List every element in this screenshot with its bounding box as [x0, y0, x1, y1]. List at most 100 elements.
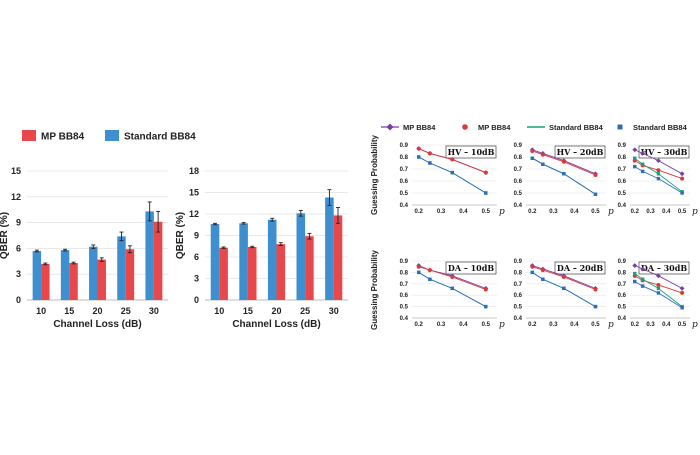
- bar-mp: [305, 236, 314, 300]
- point-marker: [484, 191, 488, 195]
- point-marker: [656, 291, 661, 295]
- bar-mp: [97, 259, 106, 300]
- panel-da-1: 0.4 0.5 0.6 0.7 0.8 0.9 0.2 0.3 0.4 0.5 p DA – 20dB: [514, 259, 614, 330]
- point-marker: [680, 191, 684, 195]
- bar-mp: [247, 246, 257, 300]
- point-marker: [633, 156, 637, 160]
- panel-title: HV – 20dB: [557, 147, 604, 157]
- bar-chart-legend: MP BB84 Standard BB84: [22, 130, 196, 143]
- point-marker: [427, 268, 432, 273]
- series-line: [418, 265, 486, 289]
- point-marker: [416, 264, 421, 269]
- y-tick-label: 0: [16, 295, 21, 305]
- bar-standard: [89, 246, 98, 300]
- point-marker: [632, 147, 638, 153]
- y-tick-label: 0.9: [514, 143, 523, 149]
- point-marker: [680, 290, 685, 295]
- legend-marker: [462, 124, 468, 130]
- y-tick-label: 0.5: [400, 191, 409, 197]
- x-axis-title: p: [608, 207, 614, 217]
- y-tick-label: 6: [194, 252, 199, 262]
- x-tick-label: 0.2: [415, 209, 424, 215]
- bar-mp: [333, 215, 343, 300]
- series-line: [634, 166, 683, 194]
- series-line: [532, 150, 596, 176]
- y-tick-label: 3: [16, 269, 21, 279]
- x-tick-label: 0.5: [591, 322, 600, 328]
- y-tick-label: 15: [189, 188, 199, 198]
- y-tick-label: 0.7: [618, 282, 627, 288]
- y-tick-label: 18: [189, 166, 199, 176]
- legend-marker: [617, 124, 623, 130]
- x-tick-label: 0.2: [631, 209, 640, 215]
- y-tick-label: 0.6: [400, 179, 409, 185]
- line-grid-legend: MP BB84 MP BB84 Standard BB84 Standard BB84: [381, 123, 688, 132]
- y-tick-label: 0.6: [400, 293, 409, 299]
- x-tick-label: 0.3: [646, 209, 655, 215]
- y-tick-label: 0: [194, 295, 199, 305]
- x-axis-title: p: [692, 320, 698, 330]
- y-tick-label: 0.8: [400, 155, 409, 161]
- x-tick-label: 0.3: [549, 209, 558, 215]
- series-line: [532, 266, 596, 290]
- point-marker: [530, 149, 535, 153]
- y-tick-label: 0.4: [514, 316, 523, 322]
- point-marker: [656, 176, 661, 181]
- panel-hv-0: 0.4 0.5 0.6 0.7 0.8 0.9 0.2 0.3 0.4 0.5 p HV – 10dB: [400, 143, 505, 217]
- x-tick-label: 20: [92, 306, 102, 316]
- y-tick-label: 12: [11, 192, 21, 202]
- y-tick-label: 0.5: [400, 305, 409, 311]
- x-tick-label: 0.3: [437, 322, 446, 328]
- x-tick-label: 0.2: [528, 209, 537, 215]
- point-marker: [633, 164, 637, 169]
- bar-mp: [69, 263, 78, 300]
- x-axis-title: Channel Loss (dB): [53, 319, 141, 330]
- point-marker: [541, 162, 545, 166]
- bar-standard: [325, 197, 334, 300]
- x-tick-label: 25: [300, 306, 310, 316]
- legend-marker: [386, 123, 394, 131]
- point-marker: [680, 306, 684, 310]
- x-tick-label: 10: [214, 306, 224, 316]
- bar-standard: [32, 250, 42, 300]
- x-tick-label: 0.3: [549, 322, 558, 328]
- point-marker: [656, 158, 661, 164]
- point-marker: [450, 170, 454, 175]
- panel-title: DA – 20dB: [557, 263, 603, 273]
- point-marker: [450, 157, 455, 162]
- point-marker: [417, 155, 421, 159]
- bar-standard: [239, 223, 248, 300]
- series-line: [634, 157, 683, 193]
- y-tick-label: 9: [16, 218, 21, 228]
- y-axis-title: Guessing Probability: [370, 249, 379, 330]
- panel-hv-1: 0.4 0.5 0.6 0.7 0.8 0.9 0.2 0.3 0.4 0.5 p HV – 20dB: [514, 143, 614, 217]
- point-marker: [656, 286, 661, 291]
- point-marker: [593, 192, 598, 196]
- point-marker: [632, 263, 638, 268]
- y-tick-label: 6: [16, 243, 21, 253]
- x-tick-label: 0.2: [631, 322, 640, 328]
- x-tick-label: 20: [271, 306, 281, 316]
- y-tick-label: 0.8: [514, 270, 523, 276]
- y-tick-label: 9: [194, 231, 199, 241]
- point-marker: [656, 282, 661, 287]
- x-tick-label: 0.5: [482, 322, 491, 328]
- point-marker: [562, 172, 566, 176]
- point-marker: [640, 169, 645, 174]
- y-tick-label: 0.6: [514, 179, 523, 185]
- x-tick-label: 0.2: [415, 322, 424, 328]
- point-marker: [640, 277, 645, 281]
- y-tick-label: 12: [189, 209, 199, 219]
- y-tick-label: 0.6: [618, 293, 627, 299]
- y-tick-label: 0.7: [514, 282, 523, 288]
- y-tick-label: 0.8: [514, 155, 523, 161]
- series-line: [634, 149, 683, 175]
- bar-mp: [153, 221, 163, 300]
- point-marker: [633, 271, 637, 276]
- point-marker: [540, 152, 545, 157]
- y-tick-label: 0.5: [514, 305, 523, 311]
- point-marker: [640, 162, 645, 166]
- point-marker: [561, 159, 566, 164]
- series-line: [418, 266, 486, 290]
- point-marker: [416, 146, 421, 151]
